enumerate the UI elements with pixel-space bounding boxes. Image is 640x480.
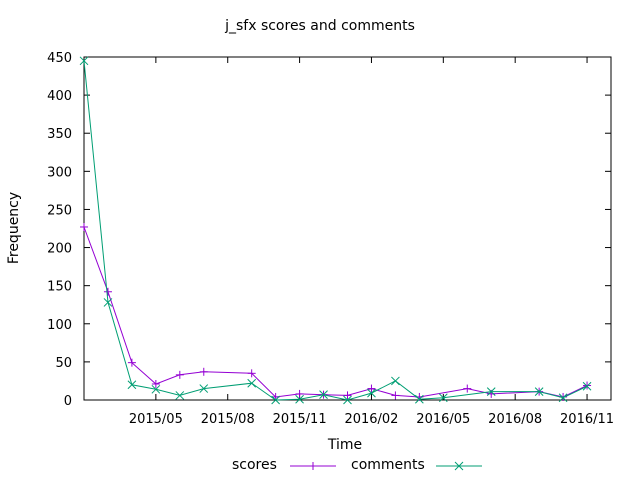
y-tick-label: 0 (64, 394, 72, 409)
data-point-comments (438, 393, 448, 403)
data-point-comments (582, 381, 592, 391)
data-point-scores (247, 369, 256, 378)
data-point-comments (127, 380, 137, 390)
x-tick-label: 2015/08 (201, 412, 255, 427)
x-axis-label: Time (327, 437, 363, 453)
data-point-comments (271, 395, 280, 405)
y-tick-label: 50 (55, 356, 72, 371)
y-tick-label: 150 (47, 280, 72, 295)
data-point-comments (558, 393, 568, 403)
y-tick-label: 250 (47, 203, 72, 218)
plot-frame (83, 56, 612, 401)
data-point-comments (151, 384, 161, 394)
data-point-scores (80, 222, 88, 231)
data-point-scores (295, 389, 304, 398)
chart-title: j_sfx scores and comments (225, 18, 415, 34)
data-point-scores (103, 287, 112, 296)
data-point-scores (199, 367, 208, 376)
data-point-scores (463, 384, 472, 393)
data-point-comments (199, 384, 209, 393)
y-tick-label: 100 (47, 318, 72, 333)
x-tick-label: 2016/08 (488, 412, 542, 427)
data-point-scores (343, 391, 352, 400)
data-point-comments (103, 298, 113, 307)
series-line-scores (83, 226, 588, 398)
data-point-comments (295, 394, 304, 404)
series-scores (80, 222, 592, 401)
legend-marker-comments (454, 461, 464, 471)
y-tick-label: 300 (47, 165, 72, 180)
y-tick-label: 400 (47, 89, 72, 104)
x-tick-label: 2015/11 (273, 412, 327, 427)
y-tick-label: 450 (47, 51, 72, 66)
x-tick-label: 2016/02 (344, 412, 398, 427)
legend-samples (290, 461, 482, 471)
data-point-comments (415, 394, 424, 404)
data-point-comments (343, 395, 352, 405)
x-tick-label: 2016/05 (416, 412, 470, 427)
data-point-scores (151, 379, 160, 388)
data-point-comments (486, 387, 496, 396)
x-tick-label: 2016/11 (560, 412, 614, 427)
series-layer (79, 56, 592, 405)
data-point-comments (391, 376, 400, 386)
series-comments (79, 56, 592, 405)
data-point-comments (367, 388, 376, 398)
legend-label-scores: scores (232, 457, 277, 473)
plot-axes: 0 50 100 150 200 250 300 350 400 450 2015/05 2015/0… (47, 51, 614, 427)
y-tick-label: 200 (47, 242, 72, 257)
data-point-comments (79, 56, 89, 66)
x-tick-label: 2015/05 (129, 412, 183, 427)
data-point-scores (175, 370, 184, 379)
data-point-scores (583, 381, 592, 390)
data-point-scores (367, 384, 376, 393)
legend-marker-scores (309, 462, 317, 470)
data-point-scores (391, 391, 400, 400)
data-point-comments (175, 391, 185, 400)
series-line-comments (83, 60, 588, 401)
data-point-comments (319, 390, 328, 400)
data-point-comments (534, 387, 544, 396)
y-tick-label: 350 (47, 127, 72, 142)
data-point-scores (127, 358, 136, 367)
data-point-comments (247, 378, 257, 388)
legend-label-comments: comments (351, 457, 425, 473)
